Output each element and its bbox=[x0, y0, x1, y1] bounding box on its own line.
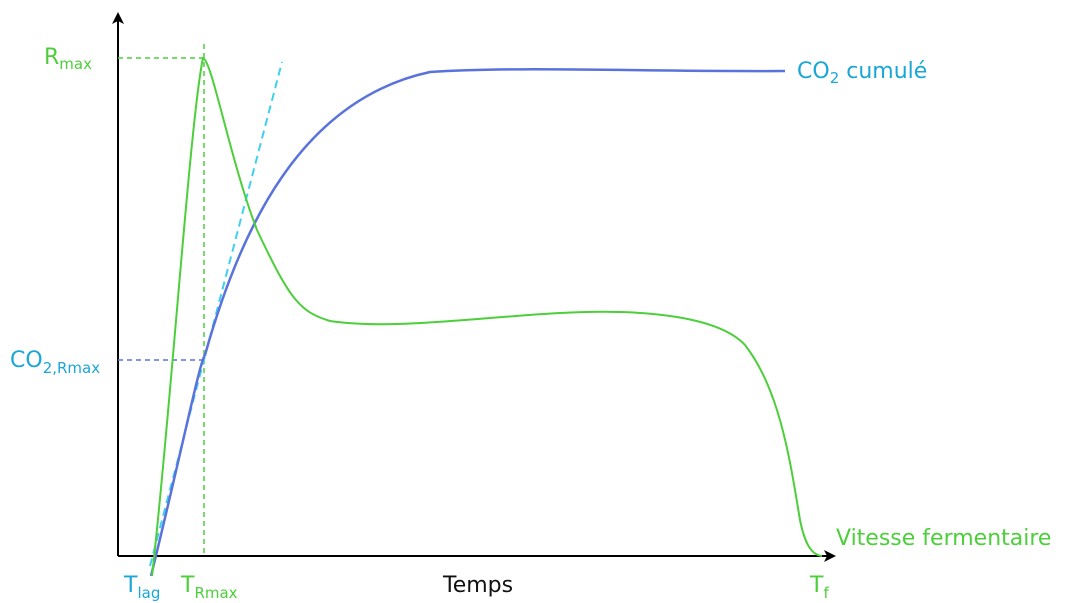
co2-rmax-label: CO2,Rmax bbox=[10, 348, 100, 377]
vitesse-fermentaire-curve bbox=[151, 56, 823, 577]
temps-label: Temps bbox=[442, 573, 513, 598]
rmax-label: Rmax bbox=[44, 45, 92, 73]
trmax-label: TRmax bbox=[180, 573, 238, 602]
co2-cumule-label: CO2 cumulé bbox=[797, 59, 927, 87]
tlag-label: Tlag bbox=[123, 573, 160, 602]
tangent-line bbox=[149, 61, 283, 567]
vitesse-fermentaire-label: Vitesse fermentaire bbox=[836, 526, 1051, 551]
tf-label: Tf bbox=[809, 573, 829, 602]
co2-cumule-curve bbox=[149, 68, 786, 577]
